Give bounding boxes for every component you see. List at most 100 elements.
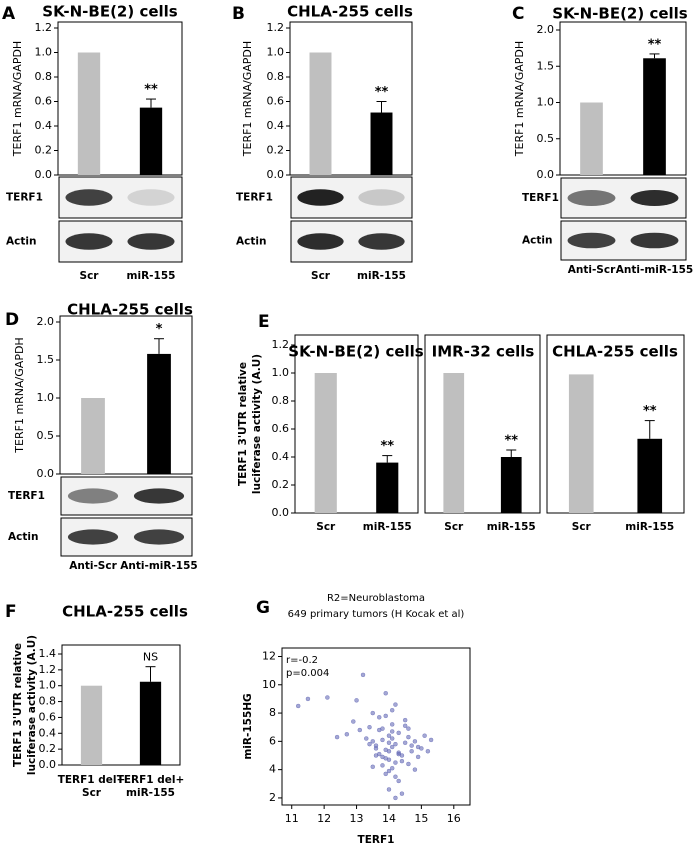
x-tick-label: miR-155 — [487, 521, 536, 533]
x-tick-label: 12 — [317, 812, 331, 825]
bar — [637, 438, 663, 513]
y-tick-label: 0.0 — [37, 467, 55, 480]
blot-label: Actin — [8, 531, 38, 543]
panel-letter: B — [232, 4, 245, 24]
significance: ** — [380, 439, 394, 454]
bar — [77, 52, 101, 175]
x-tick-label: 14 — [382, 812, 396, 825]
point — [373, 753, 379, 758]
point — [406, 761, 411, 767]
point — [295, 703, 301, 709]
x-axis-label: TERF1 — [358, 834, 395, 846]
x-tick-label: Scr — [572, 521, 592, 533]
point — [399, 758, 405, 764]
panel-letter: E — [258, 312, 270, 332]
chart-title: CHLA-255 cells — [67, 301, 193, 319]
bar — [309, 52, 332, 175]
y-tick-label: 0.0 — [267, 168, 285, 181]
point — [393, 702, 398, 707]
point — [399, 791, 405, 796]
y-tick-label: 0.0 — [272, 506, 290, 519]
point — [383, 771, 388, 777]
blot-band — [65, 189, 113, 206]
point — [393, 760, 398, 765]
significance: ** — [144, 83, 158, 98]
bar — [139, 681, 162, 765]
plot-frame — [424, 334, 541, 514]
point — [393, 795, 398, 801]
point — [386, 757, 392, 762]
x-tick-label: Scr — [444, 521, 464, 533]
blot-band — [67, 529, 119, 545]
point — [367, 741, 372, 747]
blot-band — [567, 232, 616, 249]
chart-title: 649 primary tumors (H Kocak et al) — [288, 609, 465, 620]
x-tick-label: 13 — [350, 812, 364, 825]
plot-frame — [546, 334, 685, 514]
point — [396, 730, 401, 736]
blot-label: TERF1 — [8, 490, 45, 502]
x-tick-label: miR-155 — [127, 270, 176, 282]
y-tick-label: 1.2 — [272, 338, 290, 351]
x-tick-label: Scr — [80, 270, 100, 282]
x-tick-label: TERF1 del+ — [117, 774, 185, 786]
point — [422, 733, 427, 738]
point — [325, 695, 330, 700]
point — [383, 713, 388, 719]
bar — [443, 373, 465, 513]
point — [389, 722, 395, 727]
point — [386, 749, 392, 754]
y-tick-label: 1.5 — [537, 59, 555, 72]
x-tick-label: Anti-Scr — [568, 264, 616, 276]
point — [389, 765, 395, 771]
significance: * — [156, 322, 163, 337]
chart-title: SK-N-BE(2) cells — [42, 3, 178, 21]
point — [396, 751, 401, 757]
point — [357, 727, 363, 733]
x-tick-label: Anti-miR-155 — [120, 560, 197, 572]
blot-label: Actin — [522, 235, 552, 247]
plot-frame — [57, 21, 183, 176]
y-tick-label: 10 — [262, 678, 276, 691]
blot-band — [358, 189, 405, 206]
point — [367, 724, 372, 730]
blot-band — [567, 190, 616, 206]
y-tick-label: 8 — [269, 706, 276, 719]
plot-frame — [559, 21, 687, 176]
annotation: p=0.004 — [286, 668, 329, 679]
y-tick-label: 0.8 — [35, 70, 53, 83]
point — [370, 710, 376, 716]
bar — [568, 374, 594, 513]
bar — [500, 457, 522, 513]
point — [406, 734, 411, 740]
significance: ** — [504, 434, 518, 449]
y-tick-label: 1.0 — [537, 96, 555, 109]
point — [396, 778, 401, 784]
plot-frame — [289, 21, 413, 176]
blot-band — [630, 232, 679, 249]
point — [370, 739, 376, 744]
point — [373, 746, 379, 751]
significance: ** — [375, 85, 389, 100]
y-tick-label: 1.0 — [35, 46, 53, 59]
panel-letter: D — [5, 310, 19, 330]
point — [428, 737, 434, 743]
y-axis-label: luciferase activity (A.U) — [251, 354, 263, 494]
blot-band — [630, 190, 679, 206]
x-tick-label: 16 — [447, 812, 461, 825]
point — [380, 737, 385, 743]
chart-title: SK-N-BE(2) cells — [552, 5, 688, 23]
point — [409, 743, 414, 748]
y-tick-label: 12 — [262, 649, 276, 662]
y-tick-label: 0.6 — [35, 95, 53, 108]
significance: NS — [143, 651, 158, 664]
y-tick-label: 1.2 — [39, 663, 57, 676]
point — [406, 726, 411, 731]
y-tick-label: 0.4 — [267, 119, 285, 132]
point — [376, 715, 382, 720]
y-axis-label: TERF1 mRNA/GAPDH — [11, 41, 24, 157]
y-tick-label: 0.2 — [39, 742, 57, 755]
plot-frame — [281, 647, 471, 806]
x-tick-label: Scr — [82, 787, 102, 799]
point — [389, 744, 395, 750]
